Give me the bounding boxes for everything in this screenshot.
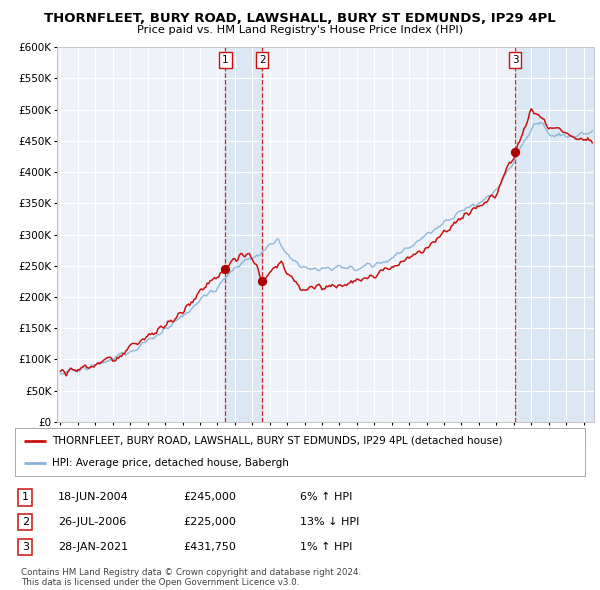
Text: 1: 1 [22, 493, 29, 502]
Point [221, 264, 230, 274]
Text: THORNFLEET, BURY ROAD, LAWSHALL, BURY ST EDMUNDS, IP29 4PL: THORNFLEET, BURY ROAD, LAWSHALL, BURY ST… [44, 12, 556, 25]
Text: Contains HM Land Registry data © Crown copyright and database right 2024.: Contains HM Land Registry data © Crown c… [21, 568, 361, 576]
Text: Price paid vs. HM Land Registry's House Price Index (HPI): Price paid vs. HM Land Registry's House … [137, 25, 463, 35]
Bar [515, 47, 593, 422]
Text: 2: 2 [259, 55, 266, 65]
Text: £225,000: £225,000 [183, 517, 236, 527]
Bar [226, 47, 262, 422]
Text: 13% ↓ HPI: 13% ↓ HPI [300, 517, 359, 527]
Point [257, 277, 267, 286]
Text: HPI: Average price, detached house, Babergh: HPI: Average price, detached house, Babe… [52, 458, 289, 468]
Text: 3: 3 [22, 542, 29, 552]
Point [510, 148, 520, 157]
Text: 18-JUN-2004: 18-JUN-2004 [58, 493, 128, 502]
Text: £245,000: £245,000 [183, 493, 236, 502]
Text: 1: 1 [222, 55, 229, 65]
Text: £431,750: £431,750 [183, 542, 236, 552]
Text: This data is licensed under the Open Government Licence v3.0.: This data is licensed under the Open Gov… [21, 578, 299, 587]
Text: 2: 2 [22, 517, 29, 527]
Text: 6% ↑ HPI: 6% ↑ HPI [300, 493, 352, 502]
Text: 26-JUL-2006: 26-JUL-2006 [58, 517, 126, 527]
Text: 1% ↑ HPI: 1% ↑ HPI [300, 542, 352, 552]
Text: THORNFLEET, BURY ROAD, LAWSHALL, BURY ST EDMUNDS, IP29 4PL (detached house): THORNFLEET, BURY ROAD, LAWSHALL, BURY ST… [52, 436, 503, 446]
Text: 28-JAN-2021: 28-JAN-2021 [58, 542, 128, 552]
Text: 3: 3 [512, 55, 518, 65]
